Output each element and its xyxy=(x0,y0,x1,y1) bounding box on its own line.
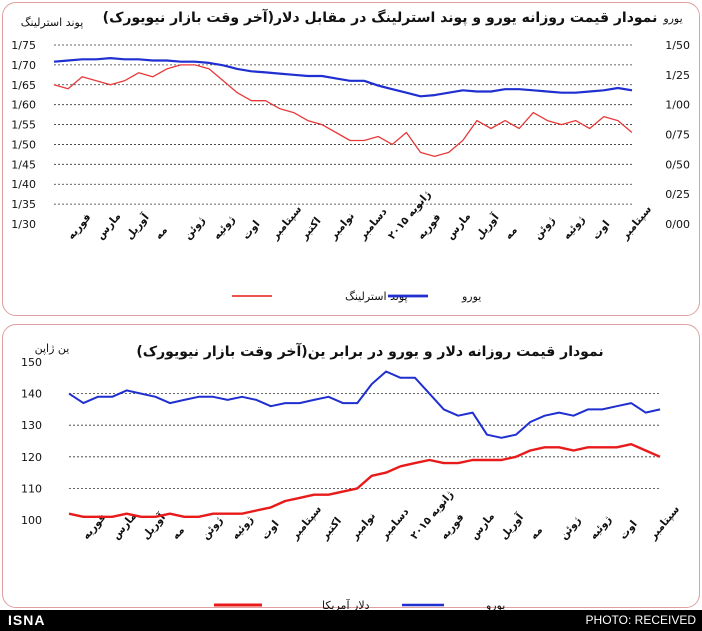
x-tick-label: دسامبر xyxy=(378,505,412,542)
x-tick-label: ژوئن xyxy=(182,214,208,242)
x-tick-label: ژوئن xyxy=(532,214,558,242)
x-tick-label: اوت xyxy=(240,218,262,242)
series-line-0 xyxy=(53,64,633,158)
chart-panel-2: نمودار قیمت روزانه دلار و یورو در برابر … xyxy=(0,322,702,610)
x-tick-label: مه xyxy=(153,224,170,242)
x-tick-label: سپتامبر xyxy=(646,503,682,542)
legend-label: یورو xyxy=(485,599,505,610)
x-tick-label: ژوئن xyxy=(199,514,225,542)
right-y-tick-label: 1/00 xyxy=(665,99,690,112)
y-tick-label: 130 xyxy=(21,419,42,432)
x-tick-label: سپتامبر xyxy=(269,203,305,242)
x-tick-label: آوریل xyxy=(473,211,502,242)
chart-2-svg: نمودار قیمت روزانه دلار و یورو در برابر … xyxy=(21,342,682,610)
right-y-tick-label: 1/50 xyxy=(665,39,690,52)
chart-1-left-axis-label: پوند استرلینگ xyxy=(21,16,84,29)
x-tick-label: مه xyxy=(170,524,187,542)
legend-label: یورو xyxy=(461,290,481,303)
x-tick-label: ژوئیه xyxy=(211,213,238,242)
right-y-tick-label: 1/25 xyxy=(665,69,690,82)
y-tick-label: 120 xyxy=(21,451,42,464)
x-tick-label: ژوئیه xyxy=(587,513,614,542)
x-tick-label: مارس xyxy=(94,210,123,241)
x-tick-label: آوریل xyxy=(123,211,152,242)
chart-panel-2-frame xyxy=(2,324,700,608)
right-y-tick-label: 0/25 xyxy=(665,188,690,201)
x-tick-label: مارس xyxy=(468,510,497,541)
legend-label: پوند استرلینگ xyxy=(345,290,408,303)
chart-1-svg: نمودار قیمت روزانه یورو و پوند استرلینگ … xyxy=(11,8,690,303)
y-tick-label: 1/50 xyxy=(11,138,36,151)
x-tick-label: اوت xyxy=(617,518,639,542)
y-tick-label: 1/65 xyxy=(11,79,36,92)
x-tick-label: ژوئیه xyxy=(561,213,588,242)
y-tick-label: 1/30 xyxy=(11,218,36,231)
chart-1-title: نمودار قیمت روزانه یورو و پوند استرلینگ … xyxy=(103,8,658,26)
x-tick-label: دسامبر xyxy=(356,205,390,242)
series-line-1 xyxy=(53,56,633,98)
x-tick-label: آوریل xyxy=(497,511,526,542)
x-tick-label: اکتبر xyxy=(318,515,344,542)
x-tick-label: فوریه xyxy=(415,211,443,242)
x-tick-label: مارس xyxy=(444,210,473,241)
y-tick-label: 1/70 xyxy=(11,59,36,72)
y-tick-label: 1/75 xyxy=(11,39,36,52)
x-tick-label: سپتامبر xyxy=(288,503,324,542)
y-tick-label: 150 xyxy=(21,356,42,369)
series-line-1 xyxy=(68,442,661,519)
footer-bar: ISNA PHOTO: RECEIVED xyxy=(0,610,702,631)
right-y-tick-label: 0/00 xyxy=(665,218,690,231)
x-tick-label: ژوئیه xyxy=(229,513,256,542)
y-tick-label: 100 xyxy=(21,514,42,527)
x-tick-label: نوامبر xyxy=(348,510,378,543)
x-tick-label: نوامبر xyxy=(327,210,357,243)
x-tick-label: ژوئن xyxy=(558,514,584,542)
chart-panel-1-frame xyxy=(2,2,700,316)
chart-2-title: نمودار قیمت روزانه دلار و یورو در برابر … xyxy=(136,342,603,360)
x-tick-label: فوریه xyxy=(438,511,466,542)
footer-brand: ISNA xyxy=(8,612,46,628)
y-tick-label: 1/35 xyxy=(11,198,36,211)
series-line-0 xyxy=(68,370,661,439)
y-tick-label: 140 xyxy=(21,388,42,401)
chart-2-left-axis-label: ین ژاپن xyxy=(35,342,70,355)
x-tick-label: اوت xyxy=(590,218,612,242)
footer-credit: PHOTO: RECEIVED xyxy=(585,613,696,627)
right-y-tick-label: 0/75 xyxy=(665,129,690,142)
x-tick-label: فوریه xyxy=(65,211,93,242)
x-tick-label: سپتامبر xyxy=(618,203,654,242)
y-tick-label: 1/60 xyxy=(11,99,36,112)
y-tick-label: 1/40 xyxy=(11,178,36,191)
right-y-tick-label: 0/50 xyxy=(665,158,690,171)
x-tick-label: مه xyxy=(502,224,519,242)
x-tick-label: مه xyxy=(528,524,545,542)
y-tick-label: 110 xyxy=(21,482,42,495)
y-tick-label: 1/55 xyxy=(11,119,36,132)
chart-1-right-axis-label: یورو xyxy=(662,12,682,25)
legend-label: دلار آمریکا xyxy=(322,598,370,610)
y-tick-label: 1/45 xyxy=(11,158,36,171)
chart-panel-1: نمودار قیمت روزانه یورو و پوند استرلینگ … xyxy=(2,2,700,316)
x-tick-label: اکتبر xyxy=(298,215,324,242)
x-tick-label: اوت xyxy=(259,518,281,542)
